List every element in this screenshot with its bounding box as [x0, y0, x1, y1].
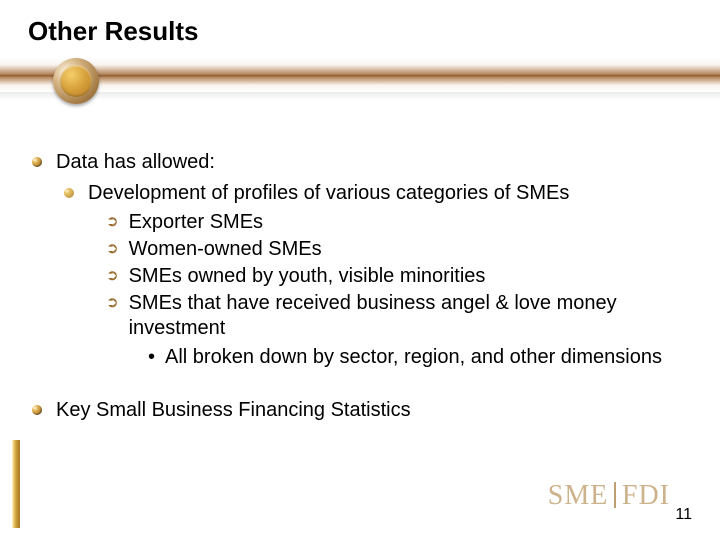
list-item: ➲ SMEs owned by youth, visible minoritie…: [106, 264, 692, 289]
bullet-arrow-icon: ➲: [106, 214, 119, 229]
logo-separator-icon: [614, 482, 616, 508]
list-item: ➲ SMEs that have received business angel…: [106, 291, 692, 370]
l3-text: Women-owned SMEs: [129, 237, 692, 262]
list-item: Data has allowed: Development of profile…: [32, 150, 692, 370]
coin-icon: [53, 58, 99, 104]
decor-band-shadow: [0, 92, 720, 100]
decor-left-stripe: [12, 440, 20, 528]
bullet-sphere-icon: [32, 157, 42, 167]
logo-left: SME: [548, 480, 609, 511]
content-body: Data has allowed: Development of profile…: [32, 150, 692, 429]
l3-text: Exporter SMEs: [129, 210, 692, 235]
bullet-arrow-icon: ➲: [106, 241, 119, 256]
list-item: Development of profiles of various categ…: [64, 181, 692, 370]
l3-text: SMEs owned by youth, visible minorities: [129, 264, 692, 289]
list-item: • All broken down by sector, region, and…: [148, 345, 692, 370]
list-item: ➲ Women-owned SMEs: [106, 237, 692, 262]
slide-title: Other Results: [28, 16, 199, 47]
bullet-arrow-icon: ➲: [106, 295, 119, 310]
slide: Other Results Data has allowed: Developm…: [0, 0, 720, 540]
list-item: Key Small Business Financing Statistics: [32, 398, 692, 423]
list-item: ➲ Exporter SMEs: [106, 210, 692, 235]
l2-text: Development of profiles of various categ…: [88, 181, 692, 206]
decor-band: [0, 58, 720, 92]
bullet-sphere-icon: [32, 405, 42, 415]
logo-right: FDI: [622, 480, 670, 511]
bullet-disc-icon: [64, 188, 74, 198]
logo: SME FDI: [548, 480, 670, 512]
bullet-dot-icon: •: [148, 345, 155, 369]
l1-text: Key Small Business Financing Statistics: [56, 398, 692, 423]
l4-text: All broken down by sector, region, and o…: [165, 345, 692, 370]
page-number: 11: [675, 506, 692, 524]
bullet-arrow-icon: ➲: [106, 268, 119, 283]
l3-text: SMEs that have received business angel &…: [129, 291, 692, 341]
l1-text: Data has allowed:: [56, 150, 692, 175]
